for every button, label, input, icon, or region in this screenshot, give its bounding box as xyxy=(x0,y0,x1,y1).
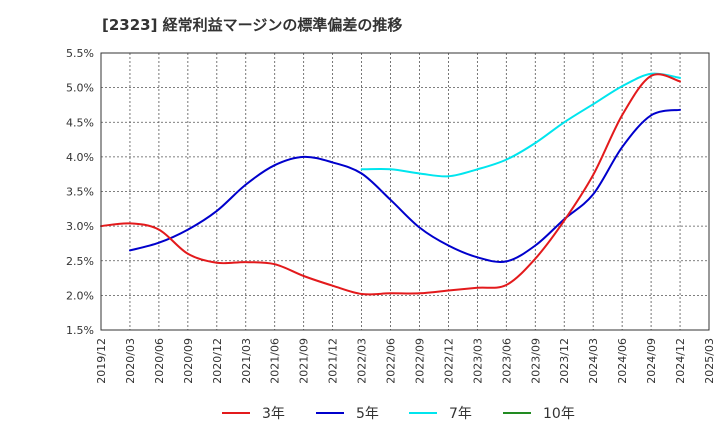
x-tick-label: 2020/12 xyxy=(211,338,224,384)
legend-label: 3年 xyxy=(262,406,285,422)
y-tick-label: 3.0% xyxy=(66,220,94,233)
legend-label: 7年 xyxy=(449,406,472,422)
x-tick-label: 2022/09 xyxy=(413,338,426,384)
series-line-3 xyxy=(360,72,681,178)
legend-label: 5年 xyxy=(356,406,379,422)
y-tick-label: 5.5% xyxy=(66,47,94,60)
x-tick-label: 2024/06 xyxy=(616,338,629,384)
x-tick-label: 2022/03 xyxy=(356,338,369,384)
y-tick-label: 4.5% xyxy=(66,116,94,129)
y-tick-label: 4.0% xyxy=(66,151,94,164)
y-tick-label: 3.5% xyxy=(66,186,94,199)
x-tick-label: 2020/03 xyxy=(124,338,137,384)
x-tick-label: 2021/06 xyxy=(269,338,282,384)
y-tick-label: 1.5% xyxy=(66,324,94,337)
x-tick-label: 2025/03 xyxy=(703,338,716,384)
y-axis-ticks: 1.5% 2.0% 2.5% 3.0% 3.5% 4.0% 4.5% 5.0% 5.5% xyxy=(66,47,94,337)
y-tick-label: 2.5% xyxy=(66,255,94,268)
x-tick-label: 2020/06 xyxy=(153,338,166,384)
series-lines xyxy=(100,72,681,296)
x-tick-label: 2023/09 xyxy=(529,338,542,384)
legend-label: 10年 xyxy=(543,406,575,422)
legend: 3年 5年 7年 10年 xyxy=(222,406,575,422)
x-tick-label: 2020/09 xyxy=(182,338,195,384)
x-tick-label: 2023/06 xyxy=(500,338,513,384)
x-tick-label: 2021/03 xyxy=(240,338,253,384)
x-tick-label: 2024/03 xyxy=(587,338,600,384)
x-axis-ticks: 2019/12 2020/03 2020/06 2020/09 2020/12 2021/… xyxy=(95,338,716,384)
series-line-2 xyxy=(129,108,681,263)
x-tick-label: 2023/03 xyxy=(471,338,484,384)
x-tick-label: 2023/12 xyxy=(558,338,571,384)
y-tick-label: 5.0% xyxy=(66,82,94,95)
series-line-1 xyxy=(100,73,681,296)
y-tick-label: 2.0% xyxy=(66,289,94,302)
x-tick-label: 2021/09 xyxy=(298,338,311,384)
x-tick-label: 2024/12 xyxy=(674,338,687,384)
chart-title: [2323] 経常利益マージンの標準偏差の推移 xyxy=(102,16,403,34)
plot-frame xyxy=(100,52,710,331)
x-tick-label: 2022/12 xyxy=(442,338,455,384)
x-tick-label: 2021/12 xyxy=(327,338,340,384)
x-tick-label: 2024/09 xyxy=(645,338,658,384)
grid xyxy=(101,53,709,330)
x-tick-label: 2019/12 xyxy=(95,338,108,384)
x-tick-label: 2022/06 xyxy=(385,338,398,384)
